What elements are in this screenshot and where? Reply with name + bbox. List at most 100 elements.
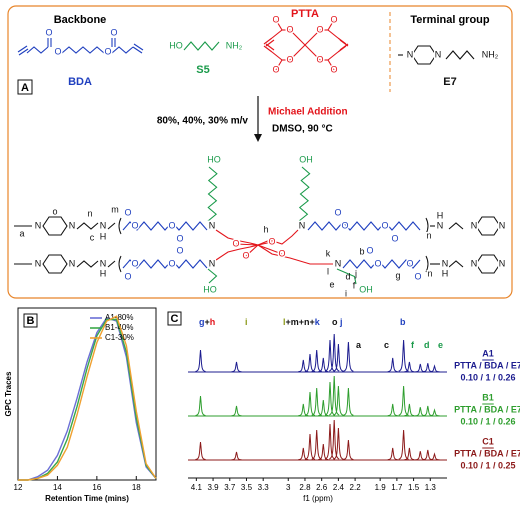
atom-letter: m [111,204,119,214]
bond [107,222,116,230]
bond [327,51,339,61]
panel-label-box [17,79,33,95]
atom-label: O [131,258,138,268]
nmr-peak [398,339,409,372]
atom-label: N [69,258,76,268]
reaction-name: Michael Addition [268,107,348,118]
nmr-peak [333,343,344,372]
bond [183,41,220,51]
nmr-peak [318,357,329,373]
atom-label: N [471,220,478,230]
x-axis-label: Retention Time (mins) [45,494,129,503]
sample-name: B1 [482,392,494,402]
x-tick-label: 12 [14,483,23,492]
bond [26,46,49,54]
atom-letter: l [327,266,329,276]
atom-label: N [335,258,342,268]
nmr-peak [422,405,433,417]
bond [76,222,99,230]
compound-name: S5 [196,64,209,76]
legend-label: A1-80% [105,313,133,322]
nmr-peak [333,427,344,460]
x-tick-label: 2.6 [316,483,328,492]
bond [275,59,283,71]
bond [257,244,333,265]
bond [133,43,144,51]
bond [304,29,321,46]
panel-label: B [27,315,35,327]
atom-label: O [104,46,111,56]
nmr-peak [429,364,440,373]
bracket [425,255,429,273]
nmr-peak [429,408,440,417]
panel-label: C [171,313,179,325]
bracket [118,217,122,235]
x-tick-label: 2.2 [350,483,362,492]
atom-label: O [176,233,183,243]
panel-label-box [23,313,38,328]
nmr-peak [329,375,340,416]
atom-label: N [442,258,449,268]
bond [275,19,283,31]
atom-letter: j [354,268,357,278]
bond [475,254,501,274]
y-axis-label: GPC Traces [4,371,13,416]
bond [207,166,218,222]
nmr-peak [429,452,440,461]
conditions: DMSO, 90 °C [272,124,333,135]
bond [298,166,311,222]
atom-label: O [131,220,138,230]
atom-label: O [232,238,239,248]
nmr-peak [231,405,242,417]
nmr-peak [324,381,336,416]
bond [342,259,421,269]
gpc-trace [18,318,157,481]
bond [327,29,339,39]
atom-label: O [316,54,323,64]
bracket [118,255,122,273]
peak-label: o [332,317,338,327]
bond [307,221,421,231]
bond [76,260,99,268]
atom-label: O [110,27,117,37]
nmr-peak [304,391,316,416]
bond [271,51,283,61]
atom-label: NH₂ [226,40,243,50]
gpc-trace [18,315,157,481]
atom-label: N [100,220,107,230]
atom-label: HO [169,40,183,50]
x-axis-label: f1 (ppm) [303,494,333,503]
atom-label: H [442,268,449,278]
x-tick-label: 2.8 [299,483,311,492]
peak-label: f [411,340,415,350]
atom-label: O [268,236,275,246]
bond [107,260,116,268]
bond [215,244,259,261]
bond [215,229,259,246]
nmr-peak [398,385,409,416]
atom-label: NH₂ [482,49,499,59]
nmr-peak [298,447,309,461]
bond [263,37,273,45]
atom-label: N [69,220,76,230]
atom-label: O [124,207,131,217]
atom-label: O [414,271,421,281]
x-tick-label: 1.7 [391,483,403,492]
peak-label: d [424,340,430,350]
nmr-peak [387,447,398,461]
nmr-peak [231,451,242,461]
panel-label: A [21,82,29,94]
x-tick-label: 1.5 [408,483,420,492]
atom-label: HO [203,284,217,294]
x-tick-label: 3.7 [224,483,236,492]
nmr-peak [415,407,426,417]
nmr-peak [324,423,336,460]
atom-label: O [286,54,293,64]
nmr-peak [415,451,426,461]
nmr-peak [311,429,322,460]
x-tick-label: 1.9 [375,483,387,492]
atom-label: O [374,258,381,268]
atom-label: OH [299,154,313,164]
gpc-trace [18,316,157,481]
atom-label: N [209,258,216,268]
